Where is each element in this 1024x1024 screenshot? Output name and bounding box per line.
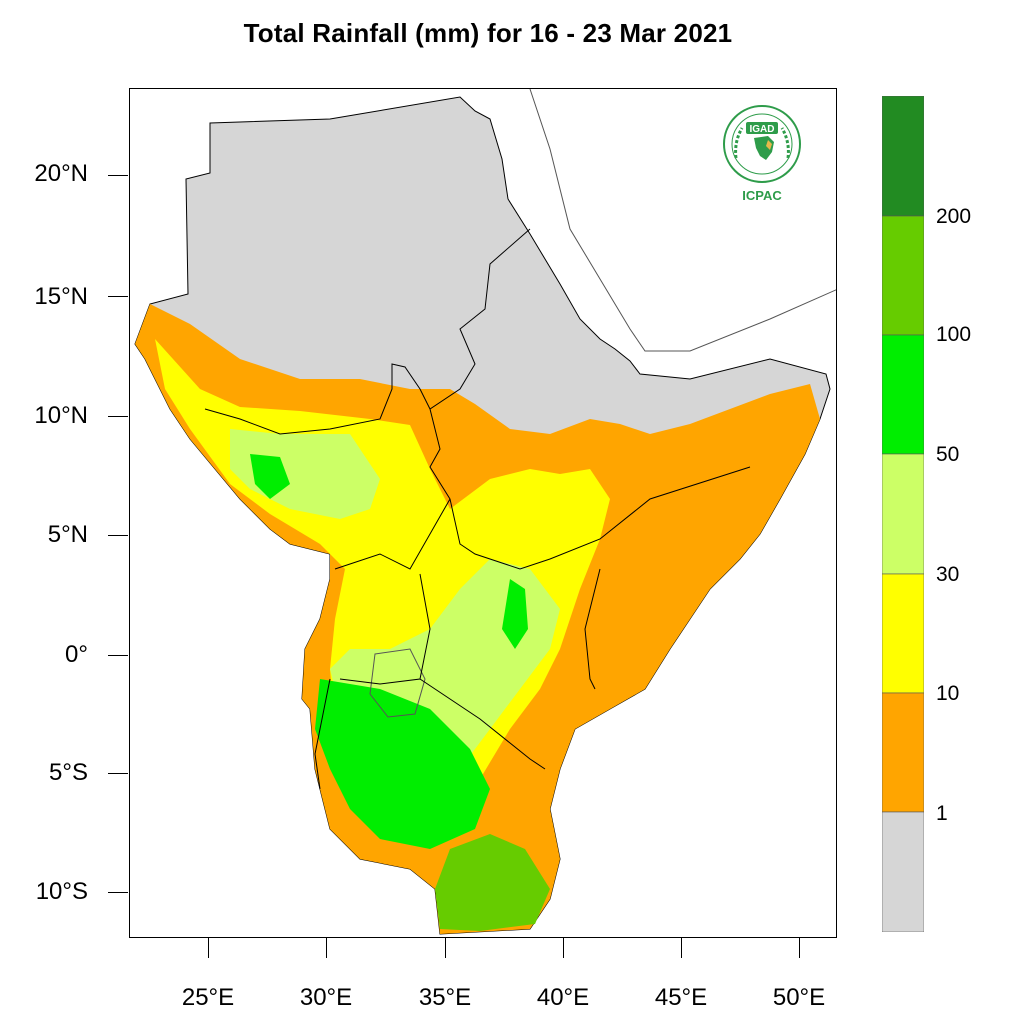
lat-tick xyxy=(108,892,128,893)
logo-top-text: IGAD xyxy=(750,124,775,135)
rainfall-map xyxy=(134,89,836,935)
lon-tick xyxy=(326,938,327,958)
lon-label-25e: 25°E xyxy=(181,984,235,1011)
logo-bottom-text: ICPAC xyxy=(742,188,782,203)
igad-icpac-logo: IGAD ICPAC xyxy=(716,102,808,210)
legend-swatch-50-100 xyxy=(882,334,924,455)
lat-label-5s: 5°S xyxy=(49,759,88,786)
lon-tick xyxy=(445,938,446,958)
legend-colorbar xyxy=(882,96,924,932)
legend-label-30: 30 xyxy=(936,563,960,586)
lon-tick xyxy=(681,938,682,958)
lat-label-20n: 20°N xyxy=(34,160,88,187)
lat-tick xyxy=(108,416,128,417)
lon-label-30e: 30°E xyxy=(299,984,353,1011)
rain-100-200 xyxy=(435,834,550,931)
map-title: Total Rainfall (mm) for 16 - 23 Mar 2021 xyxy=(243,18,733,48)
lon-tick xyxy=(799,938,800,958)
lat-tick xyxy=(108,296,128,297)
legend-label-10: 10 xyxy=(936,682,960,705)
lat-label-0: 0° xyxy=(65,641,88,668)
legend-swatch-10-30 xyxy=(882,573,924,694)
lon-tick xyxy=(563,938,564,958)
lat-tick xyxy=(108,655,128,656)
igad-emblem-icon: IGAD xyxy=(723,105,801,183)
lon-label-50e: 50°E xyxy=(772,984,826,1011)
lat-tick xyxy=(108,773,128,774)
legend-swatch-1-10 xyxy=(882,692,924,813)
lat-label-5n: 5°N xyxy=(47,521,88,548)
lat-label-10n: 10°N xyxy=(34,402,88,429)
lat-tick xyxy=(108,175,128,176)
legend-label-100: 100 xyxy=(936,323,972,346)
legend-swatch-100-200 xyxy=(882,215,924,336)
lon-label-40e: 40°E xyxy=(536,984,590,1011)
lon-label-45e: 45°E xyxy=(654,984,708,1011)
lat-tick xyxy=(108,535,128,536)
country-borders xyxy=(204,228,751,790)
rain-30-50 xyxy=(230,429,560,789)
legend-swatch-200-plus xyxy=(882,96,924,217)
lon-tick xyxy=(208,938,209,958)
lat-label-15n: 15°N xyxy=(34,283,88,310)
legend-label-1: 1 xyxy=(936,802,948,825)
legend-label-50: 50 xyxy=(936,443,960,466)
legend-swatch-below-1 xyxy=(882,811,924,932)
rain-50-100 xyxy=(250,454,528,849)
lat-label-10s: 10°S xyxy=(35,878,88,905)
lake-victoria xyxy=(369,648,426,718)
red-sea-coast xyxy=(529,89,836,352)
lon-label-35e: 35°E xyxy=(418,984,472,1011)
legend-label-200: 200 xyxy=(936,205,972,228)
map-frame xyxy=(129,88,837,938)
legend-swatch-30-50 xyxy=(882,453,924,575)
